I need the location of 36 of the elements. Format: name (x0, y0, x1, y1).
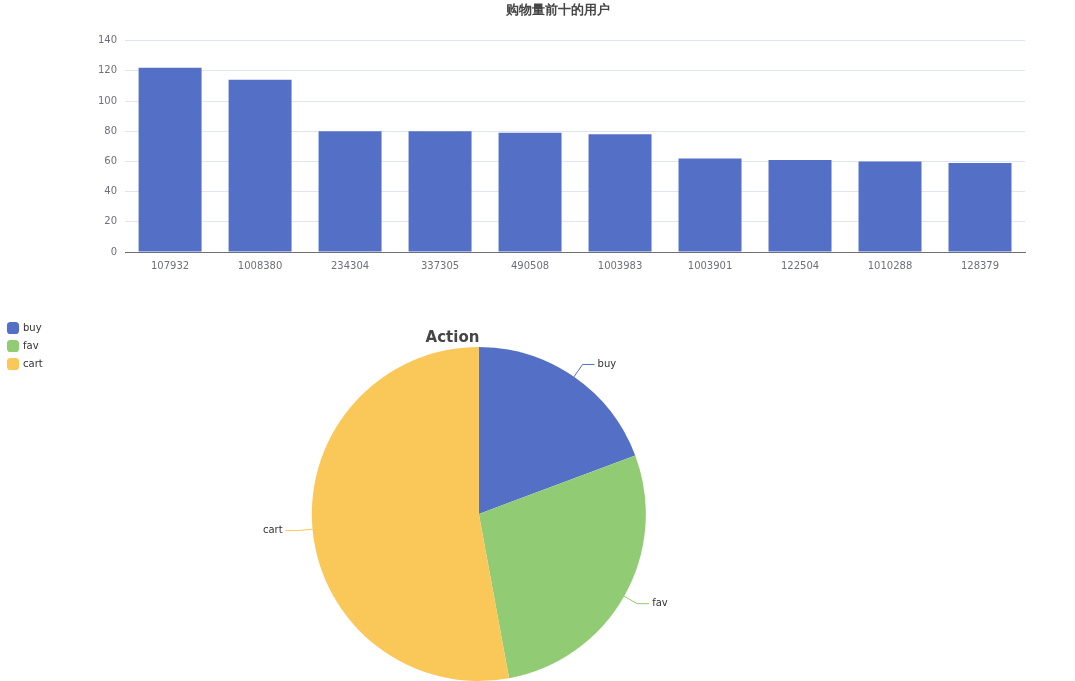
x-tick-label: 107932 (150, 259, 190, 271)
bar (498, 132, 562, 252)
x-tick-label: 1003901 (687, 259, 733, 271)
x-tick-label: 234304 (330, 259, 370, 271)
x-tick-label: 490508 (510, 259, 550, 271)
bar (768, 159, 832, 252)
x-tick-label: 1008380 (237, 259, 283, 271)
y-tick-label: 0 (110, 245, 118, 257)
y-tick-label: 20 (104, 215, 118, 227)
legend-label: fav (23, 339, 39, 351)
x-tick-label: 128379 (960, 259, 1000, 271)
slice-label: cart (262, 524, 283, 536)
legend-label: cart (23, 357, 43, 369)
chart-title: 购物量前十的用户 (504, 2, 610, 18)
bar (678, 158, 742, 252)
y-tick-label: 140 (97, 34, 118, 46)
bar (318, 131, 382, 252)
y-tick-label: 60 (104, 154, 118, 166)
y-tick-label: 120 (97, 64, 118, 76)
bar (588, 134, 652, 252)
chart-title: Action (425, 327, 480, 346)
bar (138, 67, 202, 252)
slice-label: buy (597, 358, 617, 370)
x-tick-label: 1003983 (597, 259, 643, 271)
y-tick-label: 80 (104, 124, 118, 136)
bar (948, 162, 1012, 252)
bar (858, 161, 922, 252)
y-tick-label: 100 (97, 94, 118, 106)
legend-label: buy (23, 321, 42, 333)
slice-label: fav (652, 597, 668, 609)
x-tick-label: 122504 (780, 259, 820, 271)
y-tick-label: 40 (104, 185, 118, 197)
x-tick-label: 1010288 (867, 259, 913, 271)
bar (228, 79, 292, 252)
x-tick-label: 337305 (420, 259, 460, 271)
bar (408, 131, 472, 252)
